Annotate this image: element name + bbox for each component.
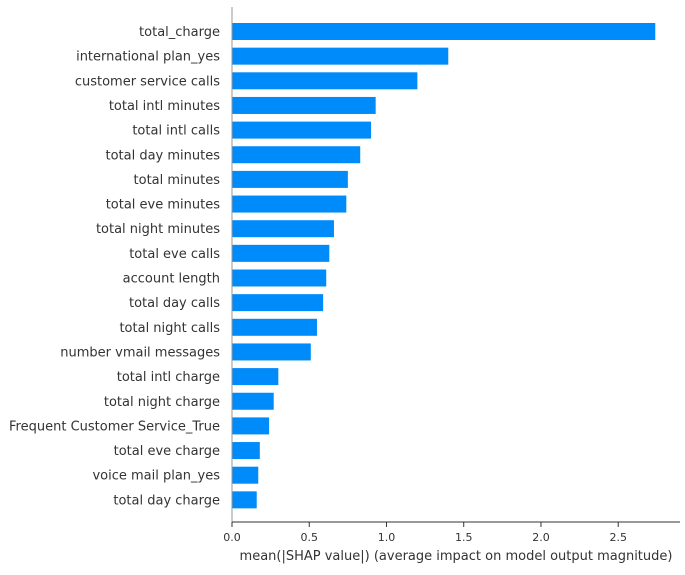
bar <box>232 417 270 435</box>
category-label: number vmail messages <box>60 345 220 360</box>
bar <box>232 72 418 90</box>
bars-layer <box>232 23 656 509</box>
category-label: Frequent Customer Service_True <box>9 419 220 434</box>
bar <box>232 121 372 139</box>
x-tick-label: 0.5 <box>300 531 318 544</box>
bar <box>232 195 347 213</box>
bar <box>232 146 361 164</box>
bar <box>232 466 259 484</box>
category-label: customer service calls <box>75 74 220 89</box>
category-label: total day minutes <box>105 148 220 163</box>
bar <box>232 343 311 361</box>
bar <box>232 47 449 65</box>
bar <box>232 392 274 410</box>
category-label: total day calls <box>129 296 220 311</box>
category-label: total intl charge <box>117 370 220 385</box>
category-label: total eve charge <box>114 444 220 459</box>
bar <box>232 294 324 312</box>
axes: 0.0 0.5 1.0 1.5 2.0 2.5 <box>223 7 680 544</box>
category-label: total night minutes <box>96 222 220 237</box>
x-tick-label: 2.0 <box>532 531 550 544</box>
x-tick-label: 2.5 <box>609 531 627 544</box>
bar <box>232 491 257 509</box>
category-label: total day charge <box>113 493 220 508</box>
category-label: account length <box>123 272 220 287</box>
bar <box>232 220 334 238</box>
bar <box>232 244 330 262</box>
bar <box>232 170 348 188</box>
category-label: voice mail plan_yes <box>92 469 220 484</box>
bar <box>232 368 279 386</box>
x-tick-label: 0.0 <box>223 531 241 544</box>
category-label: total intl minutes <box>109 99 220 114</box>
bar <box>232 23 656 40</box>
bar <box>232 96 376 114</box>
category-label: total intl calls <box>132 124 220 139</box>
category-label: international plan_yes <box>76 50 220 65</box>
x-tick-label: 1.0 <box>378 531 396 544</box>
category-labels: total_charge international plan_yescustom… <box>9 25 220 508</box>
category-label: total night charge <box>104 395 220 410</box>
category-label: total minutes <box>134 173 221 188</box>
bar <box>232 442 260 460</box>
bar <box>232 318 317 336</box>
bar <box>232 269 327 287</box>
category-label: total eve minutes <box>106 198 221 213</box>
category-label: total eve calls <box>129 247 220 262</box>
x-tick-label: 1.5 <box>455 531 473 544</box>
x-axis-label: mean(|SHAP value|) (average impact on mo… <box>240 549 673 564</box>
category-label: total night calls <box>119 321 220 336</box>
category-label: total_charge <box>139 25 220 40</box>
